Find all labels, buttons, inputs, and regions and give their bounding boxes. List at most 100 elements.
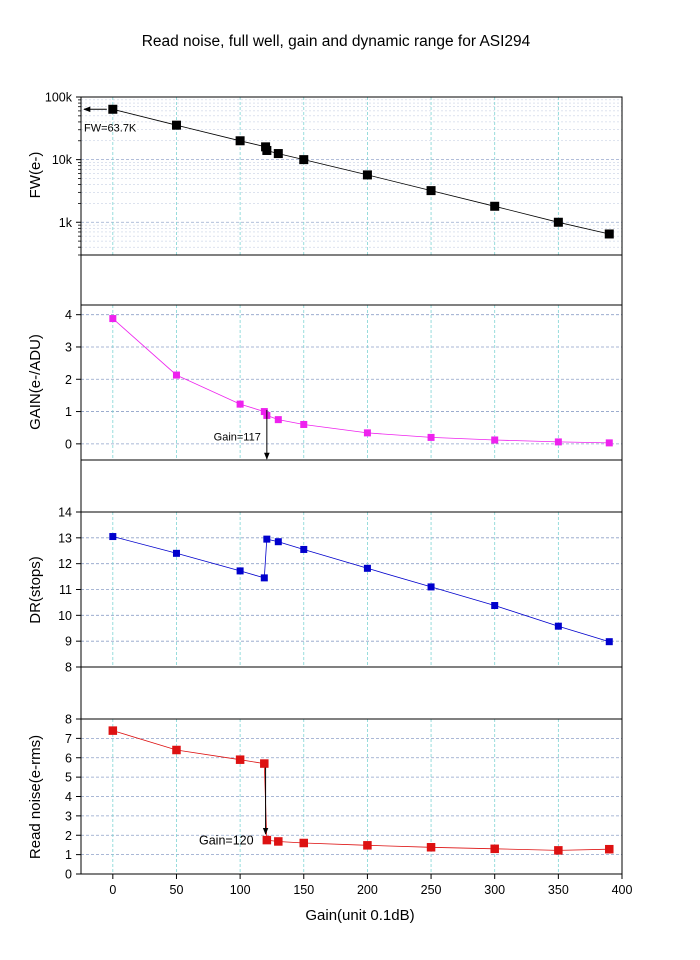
data-point	[427, 433, 435, 441]
y-tick-label: 3	[65, 809, 72, 823]
data-point	[263, 535, 271, 543]
panel-1: 1k 10k 100k FW(e-) FW=63.7K	[27, 91, 623, 306]
y-tick-label: 4	[65, 308, 72, 322]
x-axis-label: Gain(unit 0.1dB)	[305, 907, 414, 924]
data-point	[605, 638, 613, 646]
y-tick-label: 5	[65, 771, 72, 785]
annotation-label: Gain=120	[199, 834, 254, 848]
x-tick-label: 0	[109, 883, 116, 897]
data-point	[300, 420, 308, 428]
y-tick-label: 0	[65, 868, 72, 882]
data-point	[490, 201, 500, 211]
data-point	[172, 549, 180, 557]
y-tick-label: 11	[59, 583, 72, 597]
data-point	[171, 120, 181, 130]
data-point	[235, 755, 245, 764]
panel-2: 0 1 2 3 4 GAIN(e-/ADU) Gain=117	[27, 304, 623, 461]
data-point	[491, 602, 499, 610]
data-point	[363, 429, 371, 437]
data-point	[236, 567, 244, 575]
data-point	[262, 145, 272, 155]
y-tick-label: 1k	[59, 216, 73, 230]
y-tick-label: 13	[58, 531, 72, 545]
x-tick-label: 250	[421, 883, 442, 897]
panel-frame	[80, 96, 623, 306]
y-axis-label: Read noise(e-rms)	[27, 735, 44, 859]
data-point	[490, 844, 499, 854]
data-point	[273, 149, 283, 159]
y-tick-label: 8	[65, 713, 72, 727]
series-line	[112, 318, 610, 444]
data-point	[262, 835, 272, 845]
x-tick-label: 50	[170, 883, 184, 897]
panel-frame	[80, 666, 623, 875]
y-axis-label: FW(e-)	[27, 152, 44, 199]
annotation-label: Gain=117	[214, 432, 261, 444]
series-line	[112, 730, 610, 851]
chart-title: Read noise, full well, gain and dynamic …	[142, 33, 531, 50]
data-point	[605, 844, 614, 854]
data-point	[274, 416, 282, 424]
data-point	[109, 315, 117, 323]
y-tick-label: 3	[65, 340, 72, 354]
y-tick-label: 0	[65, 437, 72, 451]
panel-3: 8 9 10 11 12 13 14 DR(stops)	[27, 459, 623, 675]
y-axis-label: GAIN(e-/ADU)	[27, 334, 44, 430]
data-point	[108, 726, 118, 735]
y-tick-label: 7	[65, 732, 72, 746]
data-point	[299, 155, 309, 165]
data-point	[554, 438, 562, 446]
data-point	[554, 622, 562, 630]
data-point	[605, 439, 613, 447]
data-point	[491, 436, 499, 444]
y-tick-label: 1	[65, 848, 72, 862]
y-tick-label: 2	[65, 373, 72, 387]
data-point	[274, 538, 282, 546]
data-point	[553, 217, 563, 227]
y-tick-label: 100k	[45, 91, 73, 105]
y-tick-label: 10	[58, 609, 72, 623]
y-tick-label: 10k	[52, 153, 73, 167]
data-point	[363, 564, 371, 572]
data-point	[604, 229, 614, 239]
x-tick-label: 300	[484, 883, 505, 897]
data-point	[426, 186, 436, 196]
data-point	[260, 408, 268, 416]
x-tick-label: 150	[293, 883, 314, 897]
data-point	[260, 574, 268, 582]
x-tick-label: 350	[548, 883, 569, 897]
data-point	[554, 846, 563, 855]
data-point	[172, 371, 180, 379]
data-point	[300, 545, 308, 553]
data-point	[260, 759, 269, 768]
series-line	[112, 108, 610, 235]
data-point	[362, 170, 372, 180]
annotation-label: FW=63.7K	[84, 122, 137, 134]
y-tick-label: 6	[65, 751, 72, 765]
data-point	[236, 400, 244, 408]
y-tick-label: 4	[65, 790, 72, 804]
data-point	[427, 583, 435, 591]
y-tick-label: 14	[58, 506, 72, 520]
data-point	[172, 745, 181, 755]
panel-frame	[80, 304, 623, 461]
data-point	[426, 843, 436, 852]
data-point	[274, 837, 283, 846]
x-tick-label: 100	[230, 883, 251, 897]
y-tick-label: 9	[65, 635, 72, 649]
data-point	[109, 533, 117, 541]
plot-layer: 1k10k100kFW(e-)FW=63.7K01234GAIN(e-/ADU)…	[27, 91, 632, 898]
y-tick-label: 12	[58, 557, 72, 571]
y-axis-label: DR(stops)	[27, 556, 44, 624]
panel-4: 0 1 2 3 4 5 6 7 8 Read noise(e-rms) Gain=120	[27, 666, 623, 882]
y-tick-label: 1	[65, 405, 72, 419]
data-point	[363, 841, 372, 850]
y-tick-label: 2	[65, 829, 72, 843]
x-tick-label: 200	[357, 883, 378, 897]
y-tick-label: 8	[65, 661, 72, 675]
data-point	[299, 838, 309, 848]
series-line	[112, 536, 610, 643]
x-tick-label: 400	[612, 883, 633, 897]
